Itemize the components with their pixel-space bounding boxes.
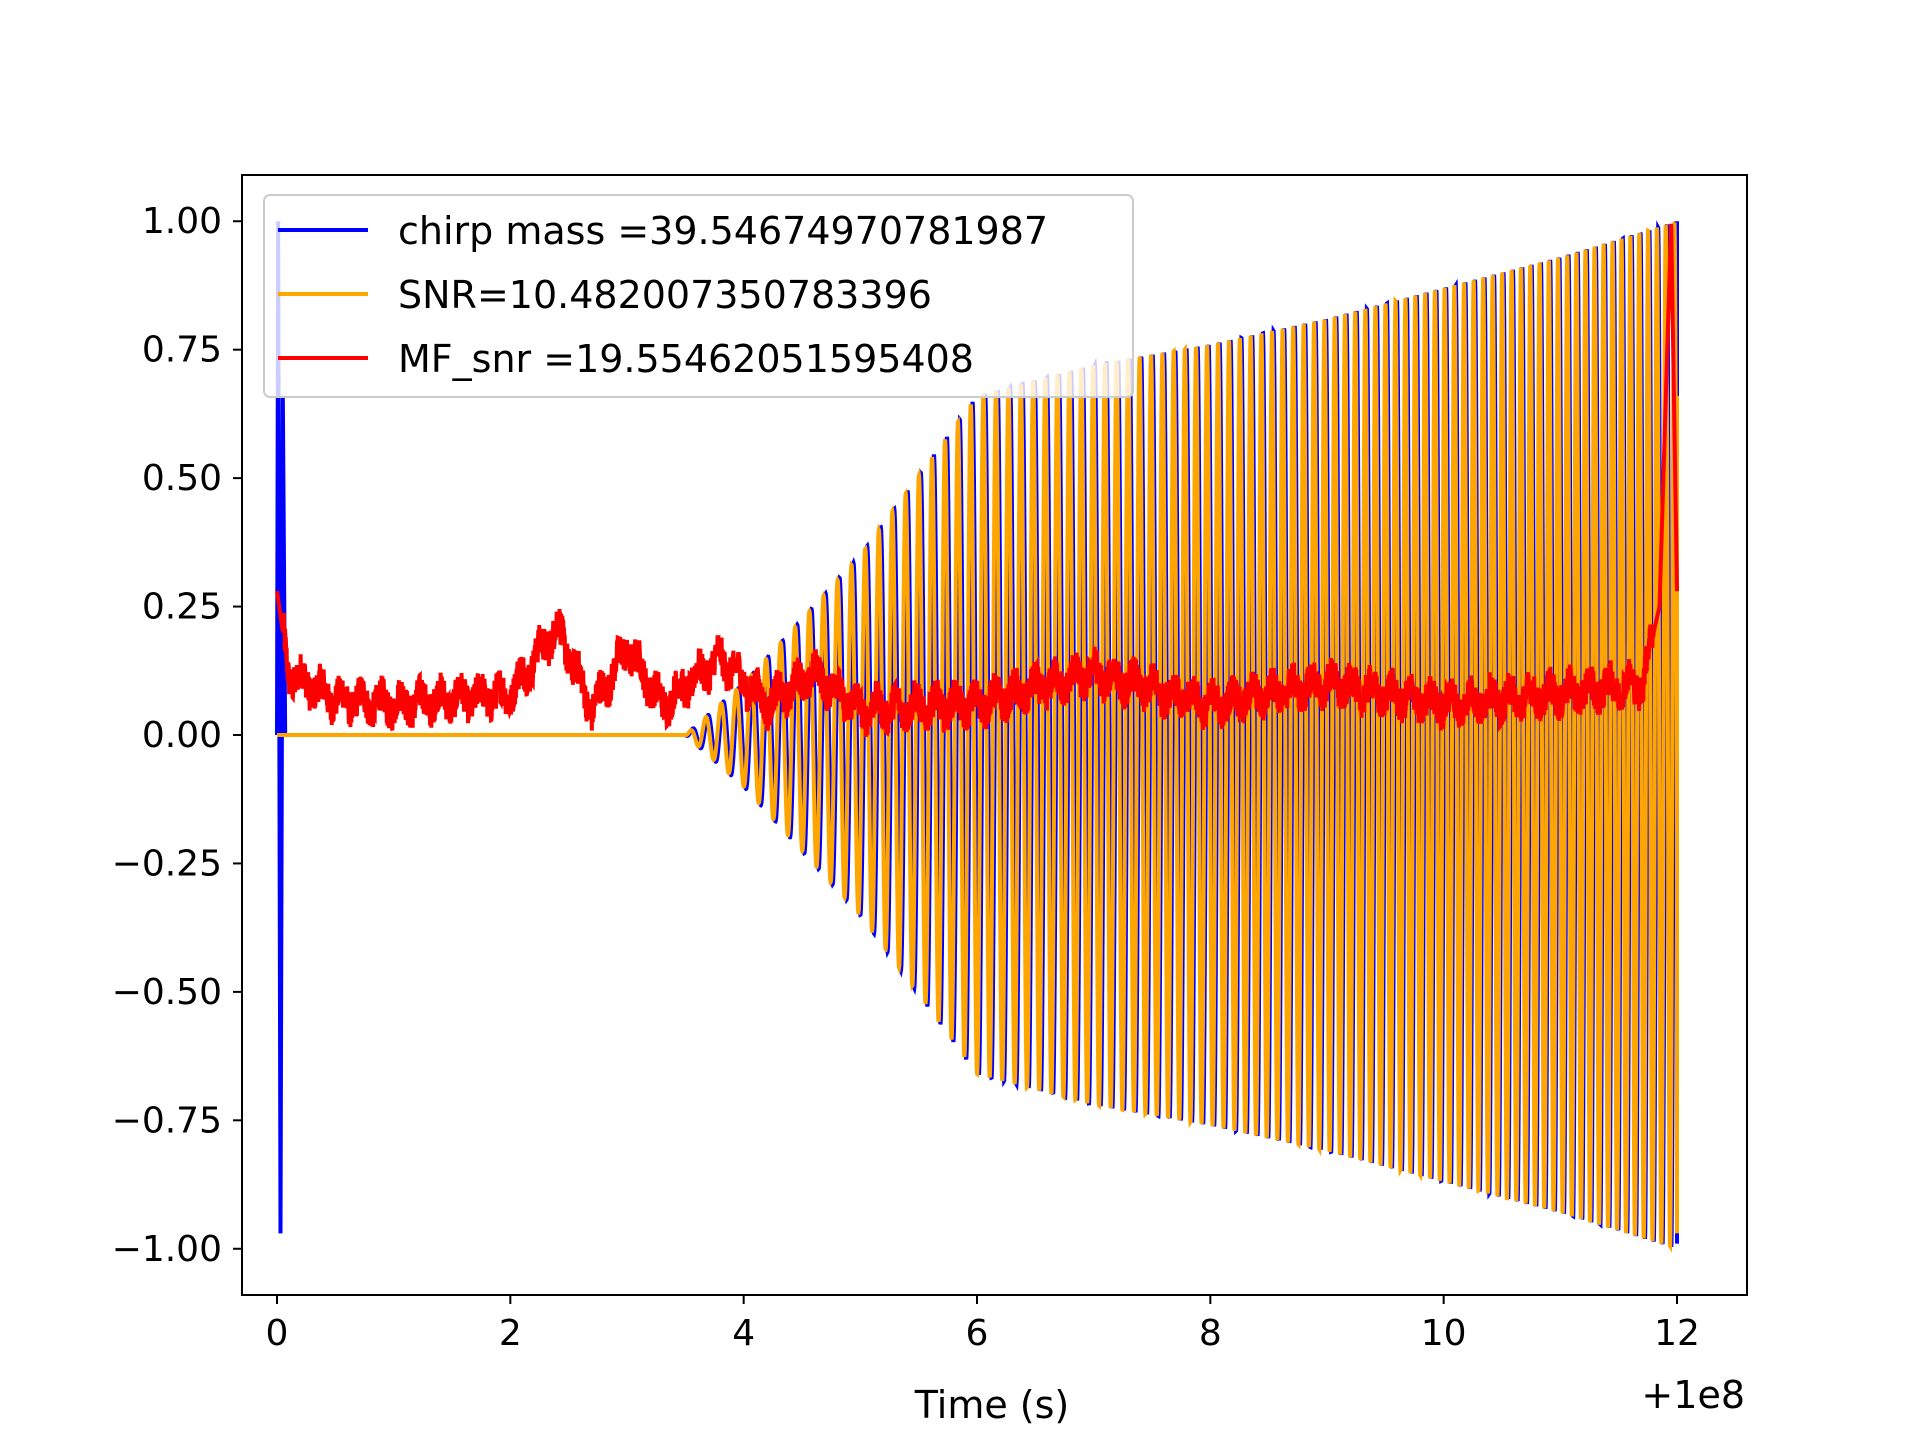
x-offset-label: +1e8	[1641, 1373, 1745, 1417]
y-tick-label: 1.00	[142, 201, 222, 242]
y-tick-label: −0.75	[112, 1100, 222, 1141]
legend-box	[263, 194, 1134, 398]
series-layer	[275, 220, 1679, 1253]
y-tick-label: 0.50	[142, 458, 222, 499]
x-tick-label: 8	[1199, 1313, 1222, 1354]
y-axis: 1.00 0.75 0.50 0.25 0.00 −0.25 −0.50 −0.75 −1.00	[112, 201, 242, 1270]
y-tick-label: 0.25	[142, 587, 222, 628]
y-tick-label: −1.00	[112, 1229, 222, 1270]
x-tick-label: 6	[966, 1313, 989, 1354]
x-tick-label: 2	[499, 1313, 522, 1354]
x-tick-label: 12	[1654, 1313, 1700, 1354]
x-tick-label: 0	[266, 1313, 289, 1354]
y-tick-label: −0.25	[112, 843, 222, 884]
series-line-snr	[277, 222, 1679, 1253]
legend-entry-mf-snr: MF_snr =19.55462051595408	[398, 337, 974, 381]
legend-entry-chirp-mass: chirp mass =39.54674970781987	[398, 209, 1048, 253]
x-tick-label: 10	[1421, 1313, 1467, 1354]
x-axis: 0 2 4 6 8 10 12	[266, 1295, 1700, 1354]
y-tick-label: 0.00	[142, 715, 222, 756]
plot-area	[275, 220, 1679, 1253]
y-tick-label: 0.75	[142, 330, 222, 371]
legend: chirp mass =39.54674970781987 SNR=10.482…	[263, 194, 1134, 398]
series-line-mf-snr	[275, 223, 1679, 737]
x-axis-label: Time (s)	[914, 1383, 1070, 1427]
x-tick-label: 4	[732, 1313, 755, 1354]
y-tick-label: −0.50	[112, 972, 222, 1013]
legend-entry-snr: SNR=10.482007350783396	[398, 273, 932, 317]
